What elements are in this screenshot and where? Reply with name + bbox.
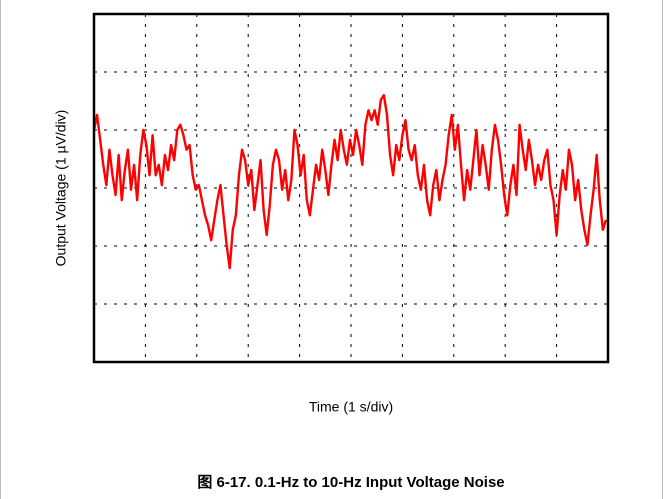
plot-frame bbox=[92, 12, 610, 364]
figure-caption: 图 6-17. 0.1-Hz to 10-Hz Input Voltage No… bbox=[197, 474, 504, 491]
y-axis-label: Output Voltage (1 µV/div) bbox=[53, 110, 69, 267]
noise-trace bbox=[92, 94, 608, 270]
x-axis-label: Time (1 s/div) bbox=[309, 399, 393, 415]
